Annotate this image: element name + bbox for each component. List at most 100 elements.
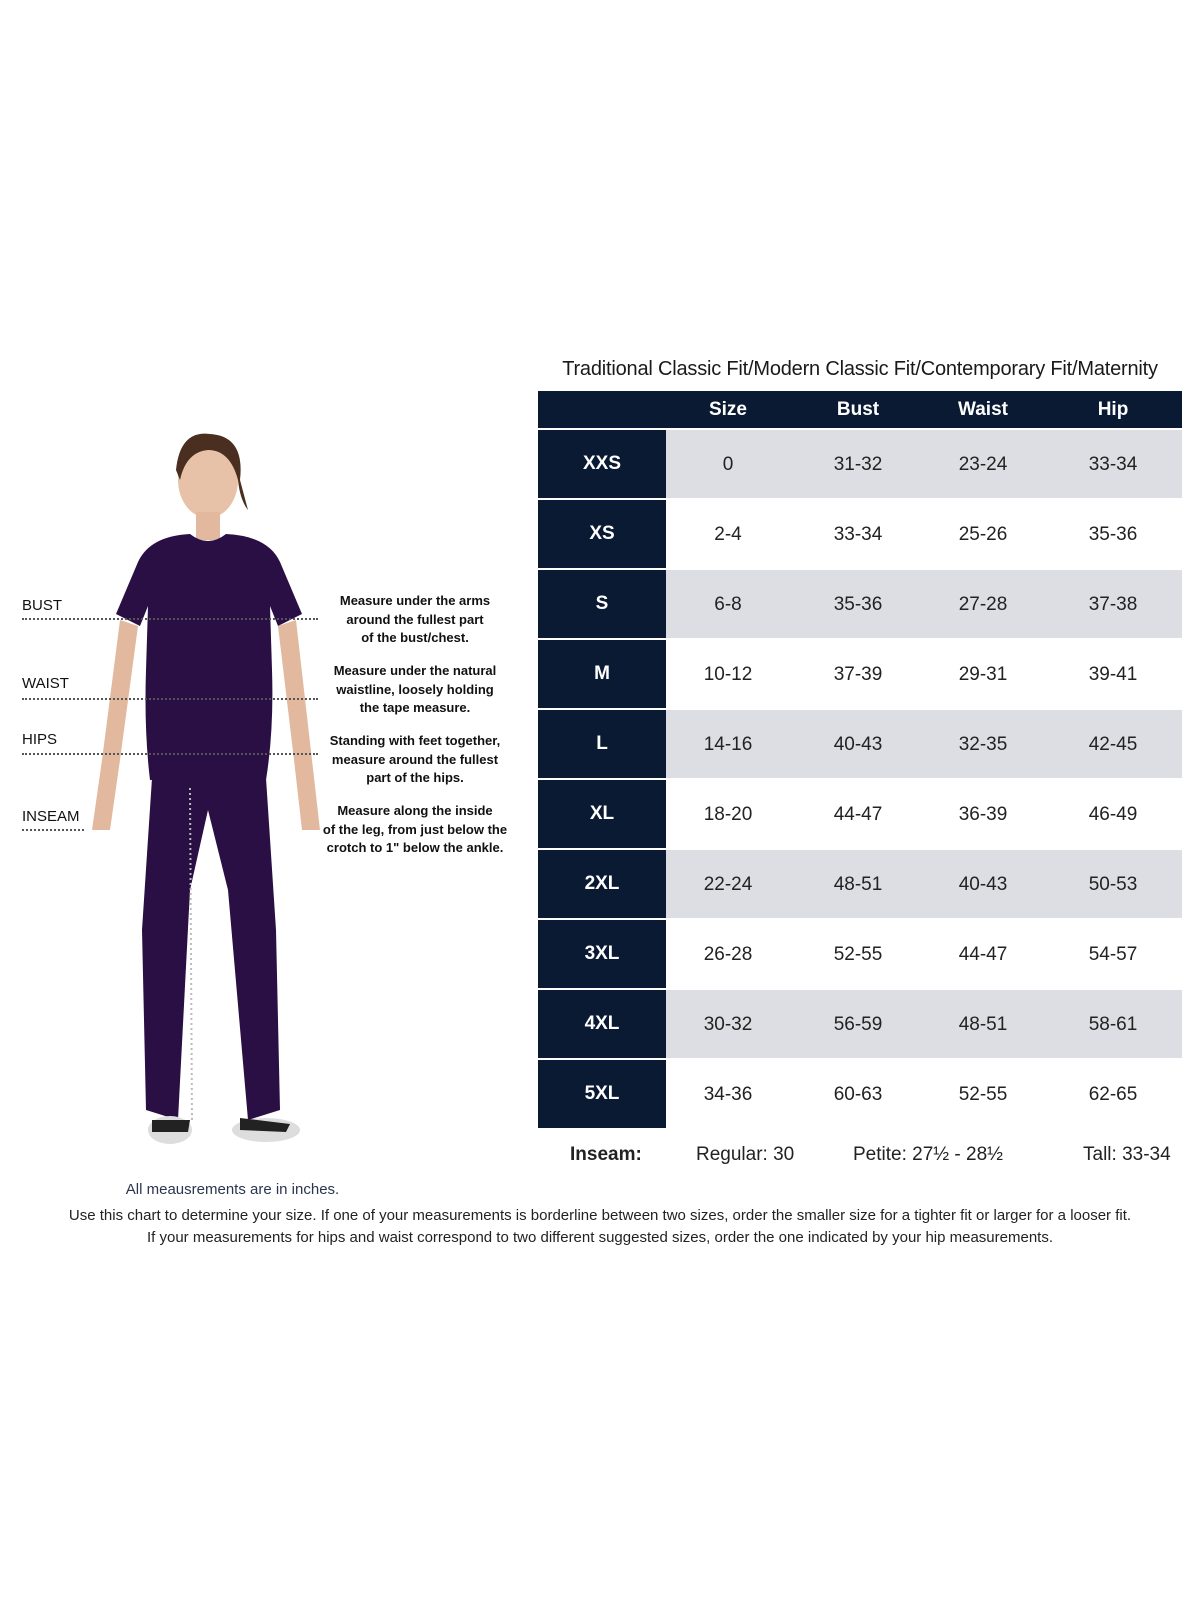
waist-label: WAIST (22, 675, 69, 692)
size-label: XS (538, 500, 666, 568)
cell-bust: 48-51 (833, 874, 883, 895)
cell-size: 0 (722, 454, 734, 475)
cell-hip: 46-49 (1088, 804, 1138, 825)
cell-waist: 36-39 (958, 804, 1008, 825)
desc-line: Standing with feet together, (329, 733, 501, 748)
size-label: L (538, 710, 666, 778)
cell-hip: 35-36 (1088, 524, 1138, 545)
model-photo (92, 433, 320, 1144)
cell-bust: 33-34 (833, 524, 883, 545)
inseam-label: INSEAM (22, 808, 80, 825)
cell-bust: 44-47 (833, 804, 883, 825)
inseam-divider (22, 829, 84, 831)
desc-line: the tape measure. (359, 700, 471, 715)
desc-line: Measure under the natural (333, 663, 497, 678)
cell-hip: 42-45 (1088, 734, 1138, 755)
cell-size: 34-36 (703, 1084, 753, 1105)
hips-divider (22, 753, 318, 755)
row-background (666, 990, 1182, 1058)
size-label: M (538, 640, 666, 708)
size-label: XL (538, 780, 666, 848)
cell-bust: 52-55 (833, 944, 883, 965)
table-row: 5XL 34-36 60-63 52-55 62-65 (538, 1060, 1182, 1130)
chart-title: Traditional Classic Fit/Modern Classic F… (562, 358, 1158, 380)
cell-bust: 60-63 (833, 1084, 883, 1105)
waist-divider (22, 698, 318, 700)
cell-hip: 39-41 (1088, 664, 1138, 685)
cell-waist: 29-31 (958, 664, 1008, 685)
desc-line: of the bust/chest. (361, 630, 469, 645)
cell-hip: 37-38 (1088, 594, 1138, 615)
cell-hip: 33-34 (1088, 454, 1138, 475)
cell-bust: 56-59 (833, 1014, 883, 1035)
col-waist: Waist (958, 399, 1008, 420)
table-row: 3XL 26-28 52-55 44-47 54-57 (538, 920, 1182, 990)
cell-size: 26-28 (703, 944, 753, 965)
size-label: 4XL (538, 990, 666, 1058)
cell-bust: 31-32 (833, 454, 883, 475)
cell-size: 2-4 (714, 524, 742, 545)
cell-bust: 35-36 (833, 594, 883, 615)
row-background (666, 850, 1182, 918)
cell-bust: 40-43 (833, 734, 883, 755)
cell-size: 14-16 (703, 734, 753, 755)
table-row: L 14-16 40-43 32-35 42-45 (538, 710, 1182, 780)
fit-note-2: If your measurements for hips and waist … (146, 1229, 1054, 1246)
cell-waist: 23-24 (958, 454, 1008, 475)
cell-size: 22-24 (703, 874, 753, 895)
inseam-regular: Regular: 30 (696, 1144, 795, 1165)
bust-divider (22, 618, 318, 620)
row-background (666, 430, 1182, 498)
cell-hip: 58-61 (1088, 1014, 1138, 1035)
size-label: 2XL (538, 850, 666, 918)
desc-line: Measure under the arms (339, 593, 491, 608)
desc-line: Measure along the inside (337, 803, 493, 818)
desc-line: of the leg, from just below the (322, 821, 508, 837)
bust-label: BUST (22, 597, 63, 614)
hips-label: HIPS (22, 731, 58, 748)
table-row: S 6-8 35-36 27-28 37-38 (538, 570, 1182, 640)
cell-waist: 52-55 (958, 1084, 1008, 1105)
bust-description: Measure under the arms around the fulles… (315, 592, 515, 648)
desc-line: waistline, loosely holding (336, 681, 494, 697)
waist-description: Measure under the natural waistline, loo… (315, 662, 515, 718)
cell-size: 30-32 (703, 1014, 753, 1035)
cell-waist: 25-26 (958, 524, 1008, 545)
table-row: 4XL 30-32 56-59 48-51 58-61 (538, 990, 1182, 1060)
cell-waist: 27-28 (958, 594, 1008, 615)
units-note: All meausrements are in inches. (125, 1181, 340, 1198)
desc-line: crotch to 1" below the ankle. (326, 840, 504, 855)
inseam-petite: Petite: 27½ - 28½ (853, 1144, 1003, 1165)
row-background (666, 710, 1182, 778)
inseam-tall: Tall: 33-34 (1083, 1144, 1171, 1165)
table-row: XS 2-4 33-34 25-26 35-36 (538, 500, 1182, 570)
size-label: 5XL (538, 1060, 666, 1128)
inseam-row-label: Inseam: (570, 1144, 642, 1165)
table-row: 2XL 22-24 48-51 40-43 50-53 (538, 850, 1182, 920)
size-label: S (538, 570, 666, 638)
hips-description: Standing with feet together, measure aro… (315, 732, 515, 788)
desc-line: part of the hips. (366, 770, 464, 785)
cell-hip: 54-57 (1088, 944, 1138, 965)
size-label: XXS (538, 430, 666, 498)
cell-size: 18-20 (703, 804, 753, 825)
size-label: 3XL (538, 920, 666, 988)
fit-note-1: Use this chart to determine your size. I… (68, 1207, 1132, 1224)
cell-waist: 32-35 (958, 734, 1008, 755)
col-bust: Bust (836, 399, 880, 420)
cell-waist: 44-47 (958, 944, 1008, 965)
table-row: XL 18-20 44-47 36-39 46-49 (538, 780, 1182, 850)
cell-hip: 50-53 (1088, 874, 1138, 895)
table-row: XXS 0 31-32 23-24 33-34 (538, 430, 1182, 500)
table-header: Size Bust Waist Hip (538, 391, 1182, 428)
row-background (666, 570, 1182, 638)
inseam-description: Measure along the inside of the leg, fro… (315, 802, 515, 858)
cell-bust: 37-39 (833, 664, 883, 685)
cell-hip: 62-65 (1088, 1084, 1138, 1105)
cell-size: 6-8 (714, 594, 742, 615)
cell-waist: 40-43 (958, 874, 1008, 895)
col-hip: Hip (1097, 399, 1129, 420)
desc-line: around the fullest part (346, 611, 484, 627)
cell-size: 10-12 (703, 664, 753, 685)
cell-waist: 48-51 (958, 1014, 1008, 1035)
